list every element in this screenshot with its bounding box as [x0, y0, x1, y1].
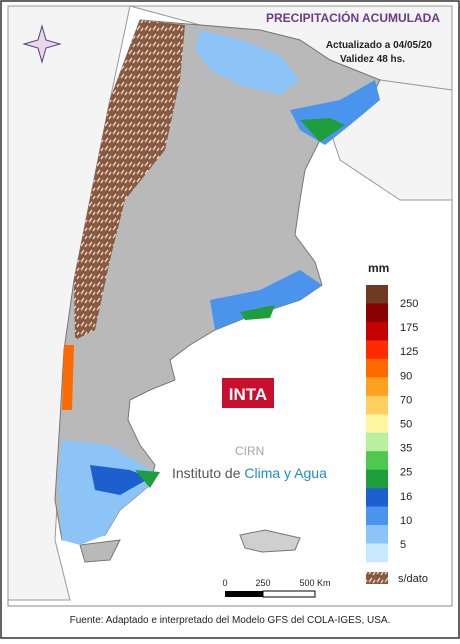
- precip-north: [195, 30, 300, 95]
- compass: [22, 24, 62, 64]
- legend-swatch: [366, 469, 388, 489]
- legend-label: 125: [400, 346, 418, 358]
- precip-coast: [210, 270, 322, 330]
- inta-text: INTA: [229, 385, 267, 404]
- legend-swatch: [366, 488, 388, 507]
- scale-bar: [225, 591, 263, 597]
- scale-label: 0: [222, 578, 227, 588]
- precip-coast-green: [240, 305, 275, 320]
- legend-label: 175: [400, 322, 418, 334]
- legend-label: 5: [400, 539, 406, 551]
- precip-patagonia-core: [90, 465, 150, 495]
- legend-label: 70: [400, 394, 412, 406]
- cirn-text: CIRN: [235, 444, 264, 458]
- legend-swatch: [366, 285, 388, 304]
- legend-swatch: [366, 543, 388, 563]
- legend-swatch: [366, 451, 388, 470]
- legend-swatch: [366, 525, 388, 544]
- scale-label: 250: [255, 578, 270, 588]
- institute-emph: Clima y Agua: [244, 465, 327, 481]
- legend-label: 90: [400, 370, 412, 382]
- legend-swatch: [366, 432, 388, 452]
- title: PRECIPITACIÓN ACUMULADA: [266, 10, 440, 25]
- validity: Validez 48 hs.: [340, 54, 405, 65]
- inta-logo: [222, 378, 274, 408]
- legend-label: 35: [400, 443, 412, 455]
- precip-ne-green: [300, 118, 345, 142]
- malvinas: [239, 529, 301, 553]
- legend: 250 175 125 90 70 50 35 25 16 10 5: [366, 285, 418, 563]
- scale: 0 250 500 Km: [222, 578, 330, 588]
- tierra-del-fuego: [79, 539, 121, 563]
- precip-andes-orange: [62, 345, 74, 410]
- legend-label: 25: [400, 467, 412, 479]
- legend-label: 10: [400, 515, 412, 527]
- precip-patagonia-green: [135, 470, 160, 488]
- legend-label: 250: [400, 298, 418, 310]
- legend-label: 50: [400, 419, 412, 431]
- institute-text: Instituto de Clima y Agua: [172, 465, 327, 481]
- legend-swatch: [366, 395, 388, 415]
- legend-swatch: [366, 377, 388, 397]
- footer: Fuente: Adaptado e interpretado del Mode…: [70, 615, 391, 626]
- institute-name: Instituto de: [172, 465, 244, 481]
- scale-label: 500 Km: [299, 578, 330, 588]
- legend-swatch: [366, 506, 388, 526]
- legend-label: 16: [400, 491, 412, 503]
- updated: Actualizado a 04/05/20: [326, 40, 433, 51]
- no-data-area: [74, 20, 185, 340]
- scale-bar: [262, 590, 316, 598]
- legend-swatch: [366, 303, 388, 323]
- legend-swatch: [366, 340, 388, 360]
- legend-nodata: s/dato: [398, 573, 428, 585]
- legend-nodata-swatch: [366, 572, 388, 584]
- legend-swatch: [366, 358, 388, 378]
- legend-swatch: [366, 321, 388, 341]
- legend-swatch: [366, 414, 388, 434]
- precip-patagonia: [58, 440, 150, 545]
- legend-unit: mm: [368, 261, 389, 275]
